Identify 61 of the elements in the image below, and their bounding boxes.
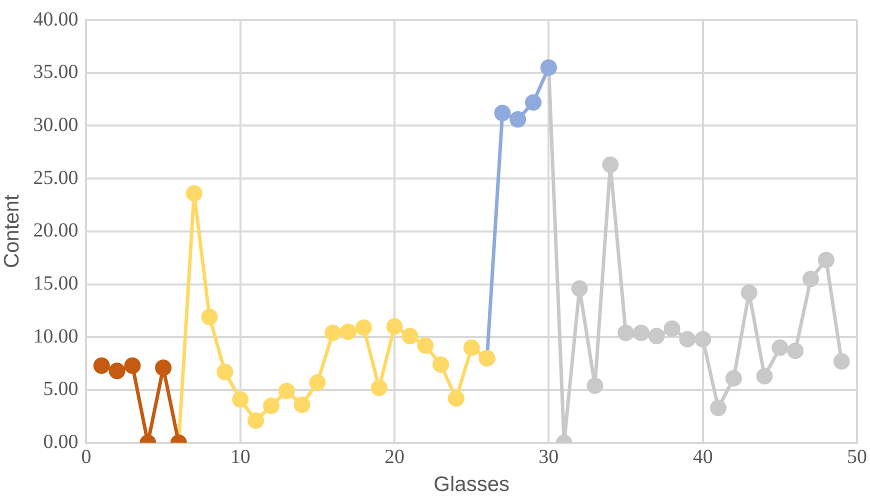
y-axis-title: Content — [0, 194, 24, 268]
point — [294, 396, 310, 413]
x-tick-label: 30 — [538, 446, 559, 468]
point — [402, 328, 418, 344]
point — [108, 362, 126, 380]
point — [463, 339, 480, 356]
y-tick-label: 0.00 — [43, 431, 78, 454]
point — [664, 320, 680, 337]
x-tick-label: 0 — [81, 446, 92, 468]
point — [262, 398, 280, 414]
y-tick-label: 20.00 — [33, 220, 78, 242]
point — [694, 330, 712, 348]
point — [740, 284, 758, 301]
point — [386, 318, 403, 335]
point — [417, 337, 434, 354]
point — [216, 364, 234, 380]
y-tick-label: 40.00 — [33, 8, 78, 30]
point — [787, 342, 804, 360]
point — [124, 357, 141, 374]
point — [725, 370, 742, 387]
point — [248, 412, 264, 429]
y-tick-label: 30.00 — [33, 114, 78, 136]
point — [201, 308, 218, 326]
point — [93, 357, 110, 374]
y-tick-label: 25.00 — [33, 166, 78, 189]
point — [432, 356, 450, 373]
x-axis-title: Glasses — [434, 473, 510, 496]
point — [324, 324, 342, 342]
point — [679, 330, 696, 348]
point — [710, 400, 727, 416]
y-tick-label: 10.00 — [33, 325, 78, 348]
point — [278, 382, 295, 400]
point — [494, 104, 511, 122]
x-tick-label: 50 — [847, 446, 867, 468]
point — [309, 374, 326, 391]
x-tick-label: 40 — [692, 446, 713, 468]
point — [155, 360, 172, 376]
point — [772, 339, 788, 356]
point — [618, 324, 634, 342]
point — [756, 368, 773, 384]
point — [586, 377, 604, 394]
point — [232, 391, 249, 408]
point — [355, 319, 372, 336]
point — [632, 324, 650, 342]
point — [448, 390, 464, 407]
y-tick-label: 15.00 — [33, 272, 78, 294]
x-tick-label: 10 — [230, 446, 250, 468]
point — [818, 252, 834, 268]
point — [370, 380, 388, 396]
point — [186, 185, 202, 202]
point — [833, 353, 850, 370]
y-tick-label: 5.00 — [43, 378, 78, 400]
point — [648, 328, 665, 344]
point — [602, 156, 619, 174]
point — [510, 111, 526, 128]
point — [525, 94, 542, 111]
y-tick-label: 35.00 — [33, 61, 78, 84]
point — [340, 324, 357, 340]
point — [802, 270, 819, 288]
x-tick-label: 20 — [384, 446, 405, 468]
point — [571, 280, 588, 297]
